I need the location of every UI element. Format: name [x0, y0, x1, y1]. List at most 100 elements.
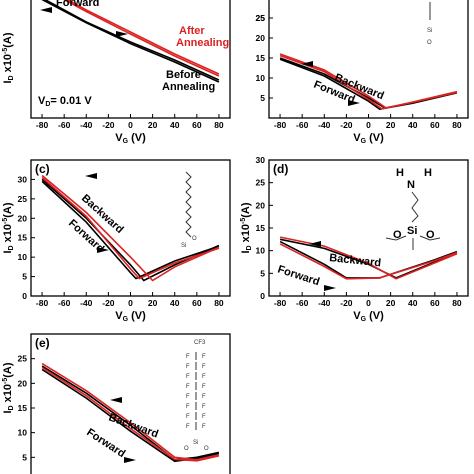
atom-f: F	[202, 414, 206, 420]
atom-f: F	[186, 374, 190, 380]
y-axis-label: ID x10-5(A)	[2, 202, 15, 253]
panel-label: (d)	[273, 162, 288, 176]
y-tick-label: 25	[18, 354, 28, 364]
y-tick-label: 15	[256, 53, 266, 63]
x-axis-label-sub: G	[361, 316, 367, 323]
panel-3	[268, 159, 469, 297]
y-axis-label-sub: D	[8, 245, 15, 250]
atom-o: O	[393, 229, 402, 241]
x-tick-label: -80	[274, 298, 287, 308]
y-tick-label: 5	[260, 93, 265, 103]
direction-arrow	[309, 241, 321, 247]
y-tick-label: 10	[18, 428, 28, 438]
x-tick-label: -40	[318, 298, 331, 308]
x-tick-label: -20	[340, 120, 353, 130]
atom-si: Si	[193, 440, 198, 446]
after-forward-curve	[66, 0, 220, 75]
panel-0	[30, 0, 231, 119]
annotation-forward: Forward	[84, 426, 127, 460]
y-axis-label-sup: -5	[2, 48, 9, 54]
atom-f: F	[202, 364, 206, 370]
y-tick-label: 20	[256, 200, 266, 210]
y-axis-label-sup: -5	[240, 218, 247, 224]
direction-arrow	[301, 61, 313, 67]
atom-o: O	[427, 40, 432, 46]
y-axis-label-sub: D	[8, 75, 15, 80]
panel-4	[30, 333, 231, 474]
x-tick-label: -60	[296, 298, 309, 308]
y-axis-label-main: I	[240, 250, 252, 253]
y-axis-label: ID x10-5(A)	[240, 202, 253, 253]
x-tick-label: -80	[36, 120, 49, 130]
atom-f: F	[186, 354, 190, 360]
x-tick-label: 20	[148, 298, 158, 308]
x-axis-label: VG (V)	[353, 310, 384, 323]
x-tick-label: -60	[296, 120, 309, 130]
x-axis-label-sub: G	[361, 138, 367, 145]
x-tick-label: 0	[128, 120, 133, 130]
plot-frame	[30, 159, 231, 297]
annotation-annealing: Annealing	[176, 37, 229, 49]
y-axis-label-sup: -5	[2, 378, 9, 384]
x-tick-label: -60	[58, 120, 71, 130]
y-tick-label: 15	[18, 233, 28, 243]
direction-arrow	[97, 247, 109, 253]
annotation-annealing: Annealing	[162, 81, 215, 93]
y-axis-label: ID x10-5(A)	[2, 32, 15, 83]
x-tick-label: 20	[386, 298, 396, 308]
y-axis-label-mid: x10	[240, 224, 252, 245]
y-axis-label-main: I	[2, 250, 14, 253]
panel-2	[30, 159, 231, 297]
atom-f: F	[186, 364, 190, 370]
bond	[385, 235, 407, 241]
atom-f: F	[186, 404, 190, 410]
after-backward-curve	[41, 176, 220, 280]
annotation-after: After	[179, 25, 205, 37]
annotation-before: Before	[166, 69, 201, 81]
atom-o: O	[184, 446, 189, 452]
atom-f: F	[186, 424, 190, 430]
before-backward-curve	[41, 368, 220, 463]
x-tick-label: 60	[430, 298, 440, 308]
x-tick-label: 80	[214, 120, 224, 130]
x-tick-label: 20	[386, 120, 396, 130]
propyl-chain	[411, 191, 419, 223]
after-backward-curve	[41, 366, 220, 462]
y-tick-label: 25	[256, 13, 266, 23]
annotation-forward: Forward	[56, 0, 99, 9]
y-axis-label-main: I	[2, 410, 14, 413]
y-tick-label: 5	[22, 452, 27, 462]
x-axis-label-sub: G	[123, 138, 129, 145]
atom-f: F	[202, 374, 206, 380]
after-backward-curve	[63, 0, 220, 77]
y-tick-label: 25	[256, 178, 266, 188]
before-forward-curve	[41, 365, 220, 461]
x-tick-label: 40	[170, 298, 180, 308]
before-forward-curve	[44, 0, 220, 81]
y-tick-label: 10	[256, 246, 266, 256]
x-axis-label-main: V	[115, 132, 123, 144]
x-tick-label: 40	[170, 120, 180, 130]
vd-sub: D	[45, 101, 50, 108]
x-axis-label-main: V	[115, 310, 123, 322]
annotation-forward: Forward	[276, 263, 321, 288]
before-backward-curve	[41, 180, 220, 280]
direction-arrow	[116, 31, 128, 37]
x-axis-label: VG (V)	[115, 132, 146, 145]
x-axis-label-unit: (V)	[366, 132, 384, 144]
x-axis-label: VG (V)	[353, 132, 384, 145]
x-tick-label: -20	[102, 120, 115, 130]
y-tick-label: 30	[256, 155, 266, 165]
y-axis-label-mid: x10	[2, 384, 14, 405]
panel-frames	[30, 0, 469, 474]
x-tick-label: -80	[36, 298, 49, 308]
x-axis-label-sub: G	[123, 316, 129, 323]
x-tick-label: 20	[148, 120, 158, 130]
vd-label: VD= 0.01 V	[38, 95, 92, 108]
direction-arrow	[85, 173, 97, 179]
panel-label: (e)	[35, 336, 50, 350]
y-axis-label-sub: D	[246, 245, 253, 250]
x-tick-label: 0	[366, 120, 371, 130]
